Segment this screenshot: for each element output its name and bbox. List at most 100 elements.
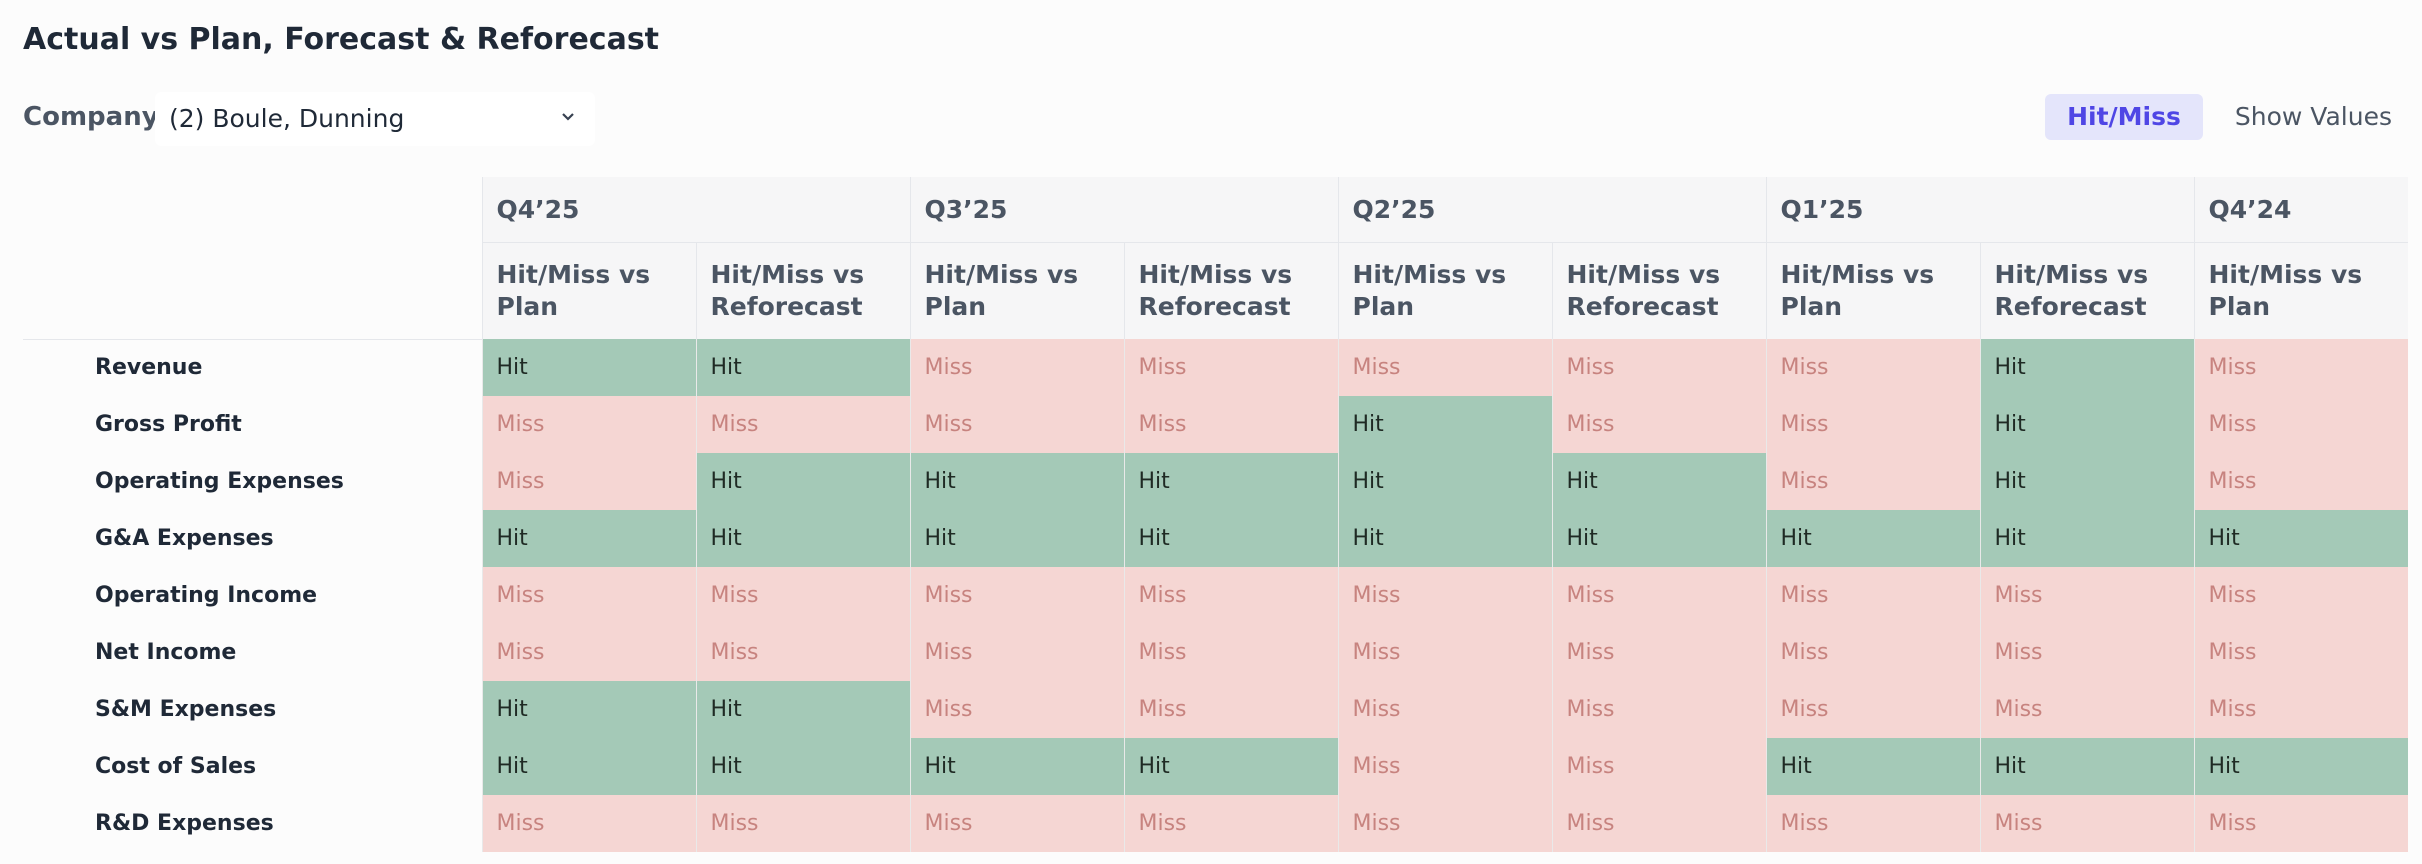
status-cell: Miss [481,396,696,453]
column-header: Hit/Miss vs Plan [2193,242,2408,339]
column-header: Hit/Miss vs Reforecast [1123,242,1338,339]
status-cell: Miss [481,795,696,852]
metric-row: Revenue Hit Hit Miss Miss Miss Miss Miss Hit Miss [23,339,2408,396]
status-cell: Miss [1337,339,1552,396]
status-cell: Miss [1765,453,1980,510]
status-cell: Hit [1979,510,2194,567]
status-cell: Miss [1337,738,1552,795]
status-cell: Miss [481,567,696,624]
status-cell: Miss [1337,795,1552,852]
status-cell: Miss [1765,795,1980,852]
status-cell: Hit [1765,738,1980,795]
status-cell: Hit [1551,453,1766,510]
status-cell: Hit [909,453,1124,510]
status-cell: Miss [695,624,910,681]
status-cell: Hit [1979,453,2194,510]
status-cell: Miss [2193,339,2408,396]
period-row: Q4’25 Q3’25 Q2’25 Q1’25 Q4’24 [23,177,2408,340]
status-cell: Hit [1123,510,1338,567]
status-cell: Miss [481,453,696,510]
status-cell: Miss [2193,396,2408,453]
status-cell: Miss [1765,624,1980,681]
status-cell: Hit [1123,453,1338,510]
status-cell: Miss [695,567,910,624]
period-header: Q2’25 [1337,177,1766,243]
column-header: Hit/Miss vs Plan [481,242,696,339]
status-cell: Miss [1337,624,1552,681]
metric-row: S&M Expenses Hit Hit Miss Miss Miss Miss Miss Mi… [23,681,2408,738]
status-cell: Hit [481,510,696,567]
status-cell: Miss [909,567,1124,624]
status-cell: Miss [2193,453,2408,510]
status-cell: Miss [1765,567,1980,624]
status-cell: Hit [1979,396,2194,453]
status-cell: Hit [1979,339,2194,396]
metric-row: R&D Expenses Miss Miss Miss Miss Miss Miss Miss… [23,795,2408,852]
status-cell: Hit [1123,738,1338,795]
status-cell: Miss [1979,681,2194,738]
filter-label: Company [23,102,159,132]
status-cell: Miss [1551,567,1766,624]
page-title: Actual vs Plan, Forecast & Reforecast [23,22,660,57]
status-cell: Miss [909,396,1124,453]
status-cell: Hit [1979,738,2194,795]
column-row: Hit/Miss vs Plan Hit/Miss vs Reforecast Hi… [23,242,2408,339]
row-label: Revenue [95,355,203,381]
status-cell: Miss [1765,396,1980,453]
status-cell: Miss [1979,567,2194,624]
status-cell: Hit [2193,510,2408,567]
status-cell: Miss [1551,339,1766,396]
hit-miss-table: Q4’25 Q3’25 Q2’25 Q1’25 Q4’24 Hit/Miss vs Pla… [23,177,2408,852]
status-cell: Hit [2193,738,2408,795]
status-cell: Miss [1765,681,1980,738]
column-header: Hit/Miss vs Reforecast [695,242,910,339]
status-cell: Hit [1337,396,1552,453]
status-cell: Miss [1979,624,2194,681]
status-cell: Miss [1123,681,1338,738]
status-cell: Hit [1337,453,1552,510]
status-cell: Miss [1123,396,1338,453]
status-cell: Hit [909,510,1124,567]
row-label: Operating Income [95,583,318,608]
period-header: Q4’24 [2193,177,2408,243]
row-label: Gross Profit [95,412,242,437]
row-label: Operating Expenses [95,469,344,494]
status-cell: Miss [2193,624,2408,681]
row-label: R&D Expenses [95,811,274,836]
column-header: Hit/Miss vs Plan [1765,242,1980,339]
status-cell: Miss [695,795,910,852]
company-select[interactable]: (2) Boule, Dunning [155,92,595,146]
chevron [562,113,574,121]
metric-row: Gross Profit Miss Miss Miss Miss Hit Miss Miss H… [23,396,2408,453]
metric-row: Net Income Miss Miss Miss Miss Miss Miss Miss Mi… [23,624,2408,681]
status-cell: Miss [1123,567,1338,624]
status-cell: Hit [481,738,696,795]
status-cell: Miss [1979,795,2194,852]
status-cell: Miss [695,396,910,453]
status-cell: Miss [2193,681,2408,738]
period-header: Q4’25 [481,177,910,243]
column-header: Hit/Miss vs Plan [1337,242,1552,339]
row-label: G&A Expenses [95,526,274,551]
status-cell: Miss [1551,396,1766,453]
status-cell: Miss [1123,339,1338,396]
status-cell: Miss [909,339,1124,396]
status-cell: Miss [909,624,1124,681]
metric-row: Operating Income Miss Miss Miss Miss Miss Miss… [23,567,2408,624]
toggle-option[interactable]: Show Values [2234,102,2392,131]
status-cell: Hit [909,738,1124,795]
status-cell: Miss [1337,567,1552,624]
status-cell: Miss [1551,624,1766,681]
status-cell: Hit [481,681,696,738]
metric-row: G&A Expenses Hit Hit Hit Hit Hit Hit Hit Hit Hit [23,510,2408,567]
column-header: Hit/Miss vs Reforecast [1979,242,2194,339]
status-cell: Hit [1551,510,1766,567]
status-cell: Miss [1123,624,1338,681]
status-cell: Miss [1765,339,1980,396]
toggle-option[interactable]: Hit/Miss [2045,94,2203,140]
status-cell: Miss [1551,795,1766,852]
status-cell: Miss [2193,567,2408,624]
status-cell: Hit [1337,510,1552,567]
status-cell: Miss [1337,681,1552,738]
